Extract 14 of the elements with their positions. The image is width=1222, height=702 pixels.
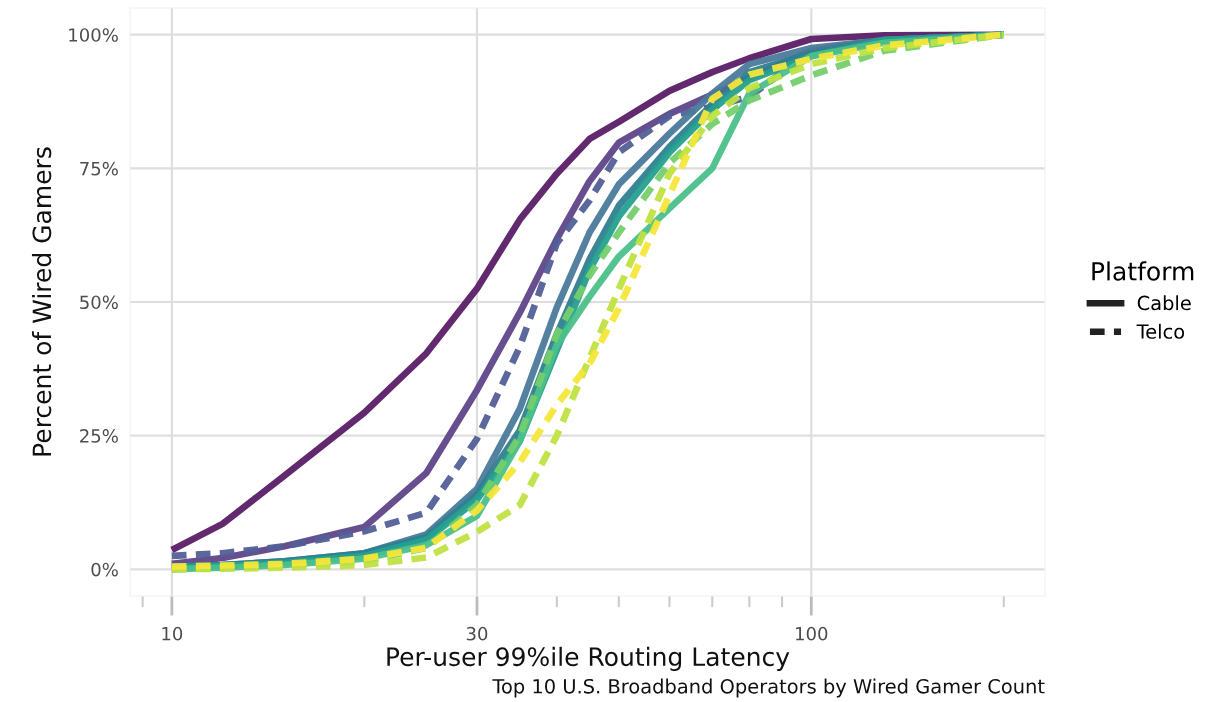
y-axis-title: Percent of Wired Gamers [31,147,52,456]
y-tick-label: 75% [80,161,118,176]
y-tick-label: 100% [69,28,118,42]
text: Top 10 U.S. Broadband Operators by Wired Gamer Count [492,678,1045,698]
y-tick-label: 50% [80,295,118,310]
legend-label: Telco [1136,323,1185,339]
x-axis-title: Per-user 99%ile Routing Latency [387,646,790,671]
x-tick-label: 10 [162,626,183,641]
legend-title: Platform [1092,261,1194,281]
legend-label: Cable [1137,295,1191,311]
y-tick-label: 0% [91,562,118,577]
x-tick-label: 30 [466,626,488,641]
y-tick-label: 25% [80,429,118,443]
x-tick-label: 100 [796,626,828,641]
